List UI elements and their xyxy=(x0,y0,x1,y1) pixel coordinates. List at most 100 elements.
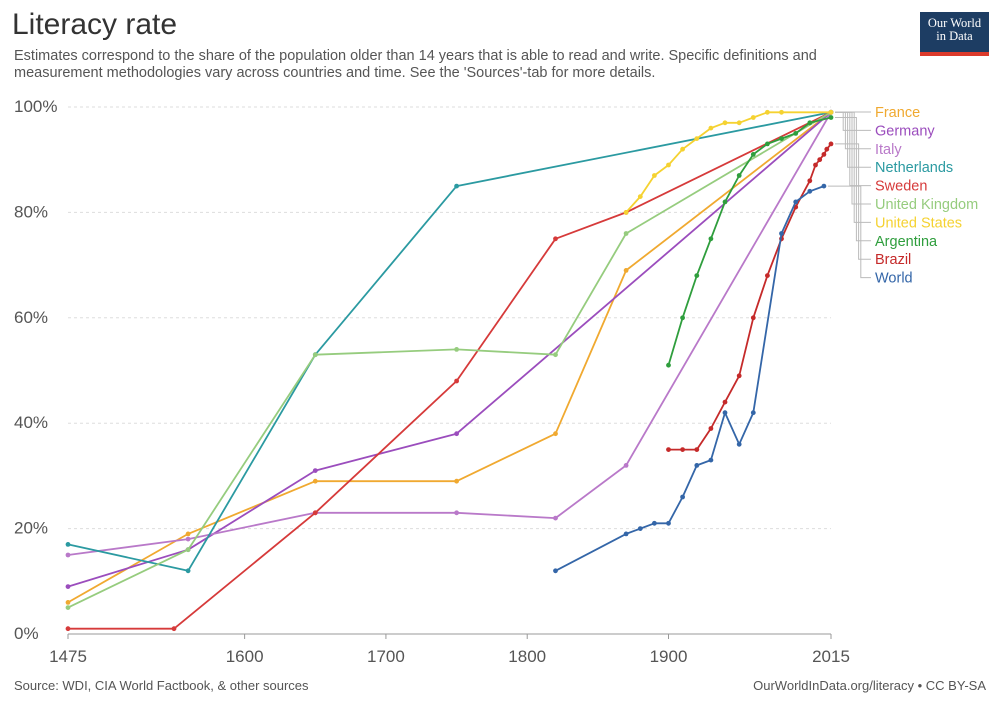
data-point-brazil[interactable] xyxy=(736,373,742,379)
data-point-world[interactable] xyxy=(750,410,756,416)
data-point-united-states[interactable] xyxy=(694,136,700,142)
data-point-argentina[interactable] xyxy=(680,315,685,321)
data-point-france[interactable] xyxy=(65,600,71,605)
data-point-sweden[interactable] xyxy=(171,626,177,632)
data-point-france[interactable] xyxy=(623,268,629,273)
series-line-argentina[interactable] xyxy=(667,116,832,367)
data-point-world[interactable] xyxy=(807,188,813,194)
data-point-brazil[interactable] xyxy=(807,178,813,184)
data-point-sweden[interactable] xyxy=(312,510,318,516)
data-point-brazil[interactable] xyxy=(694,447,700,452)
data-point-germany[interactable] xyxy=(454,431,459,437)
data-point-argentina[interactable] xyxy=(765,141,770,147)
data-point-netherlands[interactable] xyxy=(65,542,71,547)
data-point-world[interactable] xyxy=(708,457,714,463)
owid-logo[interactable]: Our World in Data xyxy=(920,12,989,56)
series-line-brazil[interactable] xyxy=(667,143,832,451)
data-point-sweden[interactable] xyxy=(65,626,71,632)
credit-link[interactable]: OurWorldInData.org/literacy • CC BY-SA xyxy=(753,678,986,693)
data-point-germany[interactable] xyxy=(312,468,318,473)
series-brazil[interactable] xyxy=(666,141,834,453)
data-point-world[interactable] xyxy=(637,526,643,531)
data-point-netherlands[interactable] xyxy=(185,568,191,574)
data-point-united-states[interactable] xyxy=(666,162,671,168)
data-point-brazil[interactable] xyxy=(828,141,834,147)
data-point-united-kingdom[interactable] xyxy=(65,605,71,610)
data-point-united-kingdom[interactable] xyxy=(454,347,459,352)
data-point-world[interactable] xyxy=(694,463,700,468)
legend-label-germany[interactable]: Germany xyxy=(875,123,935,139)
data-point-world[interactable] xyxy=(821,183,827,189)
data-point-world[interactable] xyxy=(779,231,784,236)
data-point-brazil[interactable] xyxy=(821,152,827,157)
data-point-world[interactable] xyxy=(680,494,685,500)
series-united-states[interactable] xyxy=(623,109,834,215)
series-united-kingdom[interactable] xyxy=(65,109,834,610)
data-point-argentina[interactable] xyxy=(779,136,784,142)
data-point-world[interactable] xyxy=(722,410,728,416)
data-point-argentina[interactable] xyxy=(666,362,671,368)
data-point-brazil[interactable] xyxy=(813,162,818,168)
legend-label-argentina[interactable]: Argentina xyxy=(875,234,938,250)
data-point-united-states[interactable] xyxy=(708,125,714,131)
data-point-argentina[interactable] xyxy=(807,120,813,126)
data-point-brazil[interactable] xyxy=(680,447,685,452)
data-point-united-states[interactable] xyxy=(779,109,784,115)
data-point-argentina[interactable] xyxy=(722,199,728,205)
data-point-united-states[interactable] xyxy=(652,173,657,178)
legend-label-world[interactable]: World xyxy=(875,271,913,287)
data-point-italy[interactable] xyxy=(454,510,459,516)
data-point-brazil[interactable] xyxy=(708,426,714,431)
data-point-france[interactable] xyxy=(454,478,459,484)
data-point-united-kingdom[interactable] xyxy=(185,547,191,553)
data-point-argentina[interactable] xyxy=(828,115,834,120)
series-argentina[interactable] xyxy=(666,115,834,368)
data-point-france[interactable] xyxy=(553,431,558,437)
data-point-argentina[interactable] xyxy=(750,152,756,157)
legend-label-italy[interactable]: Italy xyxy=(875,142,902,158)
series-line-world[interactable] xyxy=(554,185,825,572)
legend-label-brazil[interactable]: Brazil xyxy=(875,252,911,268)
data-point-france[interactable] xyxy=(185,531,191,537)
data-point-united-states[interactable] xyxy=(750,115,756,120)
data-point-brazil[interactable] xyxy=(666,447,671,452)
data-point-united-states[interactable] xyxy=(828,109,834,115)
series-italy[interactable] xyxy=(65,109,834,558)
data-point-sweden[interactable] xyxy=(454,378,459,384)
data-point-italy[interactable] xyxy=(623,463,629,468)
legend-label-sweden[interactable]: Sweden xyxy=(875,179,927,195)
data-point-italy[interactable] xyxy=(553,515,558,521)
series-line-united-kingdom[interactable] xyxy=(67,111,832,609)
data-point-united-states[interactable] xyxy=(680,146,685,152)
data-point-united-kingdom[interactable] xyxy=(553,352,558,358)
source-note[interactable]: Source: WDI, CIA World Factbook, & other… xyxy=(14,678,309,693)
series-line-italy[interactable] xyxy=(67,111,832,556)
data-point-united-states[interactable] xyxy=(765,109,770,115)
data-point-united-kingdom[interactable] xyxy=(623,231,629,236)
data-point-argentina[interactable] xyxy=(708,236,714,242)
data-point-netherlands[interactable] xyxy=(454,183,459,189)
data-point-world[interactable] xyxy=(666,520,671,526)
data-point-world[interactable] xyxy=(793,199,799,205)
data-point-world[interactable] xyxy=(652,520,657,526)
data-point-world[interactable] xyxy=(553,568,558,574)
series-world[interactable] xyxy=(553,183,827,574)
legend-label-france[interactable]: France xyxy=(875,105,920,121)
data-point-italy[interactable] xyxy=(65,552,71,558)
legend-label-united-kingdom[interactable]: United Kingdom xyxy=(875,197,978,213)
data-point-france[interactable] xyxy=(312,478,318,484)
data-point-brazil[interactable] xyxy=(765,273,770,278)
data-point-argentina[interactable] xyxy=(736,173,742,178)
data-point-brazil[interactable] xyxy=(824,146,830,152)
data-point-brazil[interactable] xyxy=(817,157,823,163)
legend-label-netherlands[interactable]: Netherlands xyxy=(875,160,953,176)
data-point-united-states[interactable] xyxy=(623,210,629,215)
data-point-germany[interactable] xyxy=(65,584,71,589)
data-point-world[interactable] xyxy=(623,531,629,537)
data-point-united-states[interactable] xyxy=(736,120,742,126)
series-france[interactable] xyxy=(65,109,834,605)
data-point-italy[interactable] xyxy=(185,536,191,542)
data-point-brazil[interactable] xyxy=(722,399,728,405)
data-point-argentina[interactable] xyxy=(694,273,700,278)
data-point-argentina[interactable] xyxy=(793,131,799,136)
